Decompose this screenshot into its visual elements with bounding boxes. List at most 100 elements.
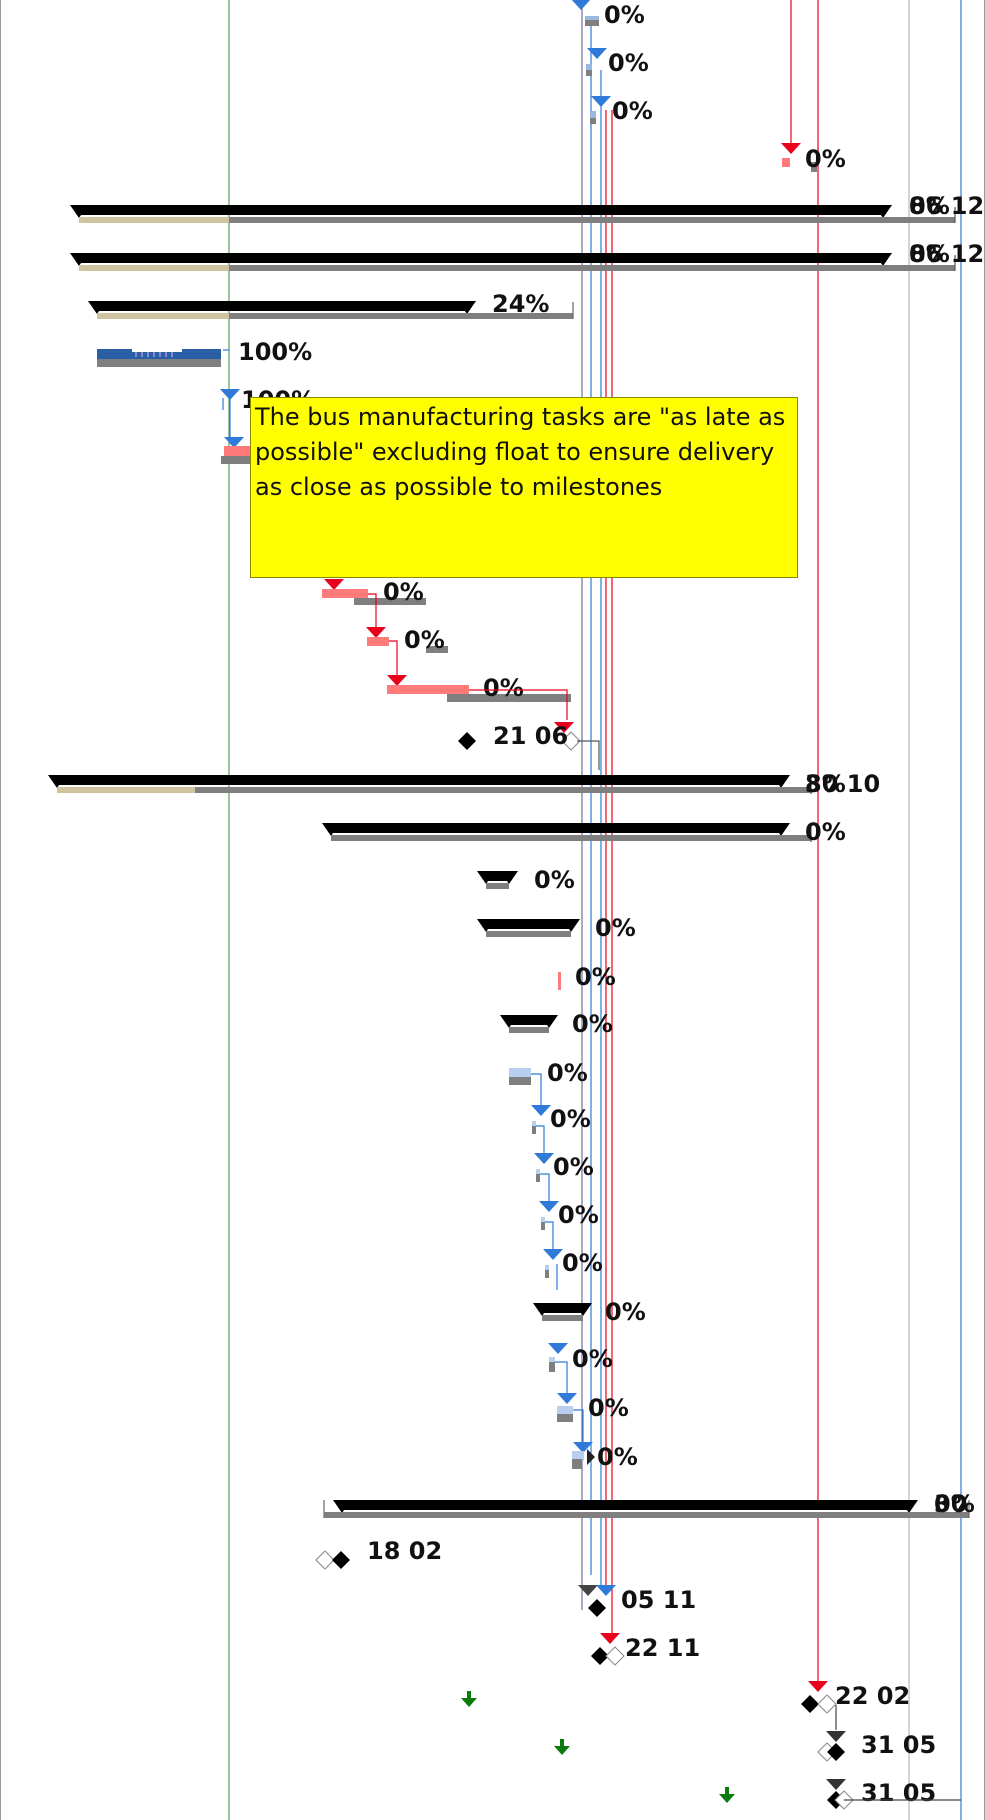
milestone-date-label-row33: 05 11 bbox=[621, 1586, 696, 1614]
link-arrow-row33-b bbox=[596, 1585, 616, 1596]
link-arrow-row28 bbox=[548, 1343, 568, 1354]
task-bar-row2 bbox=[590, 111, 596, 121]
baseline-row23 bbox=[532, 1126, 536, 1134]
summary-bar-row21-start-cap bbox=[500, 1015, 518, 1028]
link-arrow-row2 bbox=[591, 96, 611, 107]
task-progress-label-row14: 0% bbox=[483, 674, 524, 702]
milestone-date-label-row34: 22 11 bbox=[625, 1634, 700, 1662]
summary-bar-row31-end-cap bbox=[900, 1500, 918, 1513]
baseline-row29 bbox=[557, 1414, 573, 1422]
link-arrow-row25 bbox=[539, 1201, 559, 1212]
summary-progress-label-row5: 8% bbox=[909, 240, 950, 268]
deadline-arrow-2 bbox=[554, 1746, 570, 1755]
milestone-date-label-row37: 31 05 bbox=[861, 1779, 936, 1807]
link-arrow-row13 bbox=[366, 627, 386, 638]
summary-bar-row19-end-cap bbox=[562, 919, 580, 932]
summary-progress-row16 bbox=[57, 787, 195, 793]
deadline-arrow-stem-3 bbox=[725, 1787, 729, 1795]
milestone-row36 bbox=[827, 1743, 845, 1761]
baseline-row7 bbox=[97, 359, 221, 367]
baseline-row2 bbox=[590, 118, 596, 124]
summary-bar-row6-start-cap bbox=[88, 301, 106, 314]
link-arrow-row12 bbox=[324, 579, 344, 590]
milestone-baseline-row32 bbox=[315, 1550, 335, 1570]
summary-bar-row4-end-cap bbox=[874, 205, 892, 218]
milestone-date-label-row32: 18 02 bbox=[367, 1537, 442, 1565]
link-end-row30 bbox=[587, 1449, 595, 1465]
link-arrow-row23 bbox=[531, 1105, 551, 1116]
task-progress-label-row7: 100% bbox=[238, 338, 312, 366]
summary-bar-row5-start-cap bbox=[70, 253, 88, 266]
summary-progress-row5 bbox=[79, 265, 229, 271]
task-progress-label-row3: 0% bbox=[805, 145, 846, 173]
link-path-row24 bbox=[540, 1173, 550, 1201]
task-progress-label-row28: 0% bbox=[572, 1345, 613, 1373]
summary-bar-row27-end-cap bbox=[574, 1303, 592, 1316]
task-progress-label-row2: 0% bbox=[612, 97, 653, 125]
baseline-row12 bbox=[354, 598, 426, 605]
split-dash-row7-4 bbox=[159, 351, 161, 357]
link-arrow-row29 bbox=[557, 1393, 577, 1404]
link-path-row23 bbox=[536, 1125, 545, 1153]
summary-progress-label-row16: 8% bbox=[805, 770, 846, 798]
task-bar-row30 bbox=[572, 1451, 584, 1461]
task-progress-label-row13: 0% bbox=[404, 626, 445, 654]
link-path-row28 bbox=[555, 1361, 568, 1395]
summary-bar-row21-end-cap bbox=[540, 1015, 558, 1028]
baseline-row9 bbox=[221, 456, 252, 464]
task-progress-label-row22: 0% bbox=[547, 1059, 588, 1087]
summary-progress-label-row18: 0% bbox=[534, 866, 575, 894]
summary-date-label-row4: 06 12 bbox=[909, 192, 984, 220]
summary-baseline-row16 bbox=[195, 787, 811, 793]
summary-bar-row16-start-cap bbox=[48, 775, 66, 788]
callout-note-text: The bus manufacturing tasks are "as late… bbox=[255, 403, 786, 501]
link-arrow-row1 bbox=[587, 48, 607, 59]
task-bar-row1 bbox=[586, 64, 592, 74]
task-progress-label-row1: 0% bbox=[608, 49, 649, 77]
summary-bar-row6 bbox=[97, 301, 467, 311]
milestone-row32 bbox=[332, 1551, 350, 1569]
summary-progress-label-row6: 24% bbox=[492, 290, 549, 318]
summary-bar-row4-start-cap bbox=[70, 205, 88, 218]
split-dash-row7-1 bbox=[141, 351, 143, 357]
summary-baseline-row31 bbox=[324, 1512, 969, 1518]
summary-bar-row27 bbox=[542, 1303, 583, 1313]
baseline-row30 bbox=[572, 1459, 582, 1469]
summary-progress-label-row27: 0% bbox=[605, 1298, 646, 1326]
milestone-row15 bbox=[458, 732, 476, 750]
baseline-row0 bbox=[585, 20, 599, 26]
link-arrow-row9 bbox=[224, 437, 244, 448]
deadline-arrow-3 bbox=[719, 1794, 735, 1803]
milestone-row34 bbox=[591, 1647, 609, 1665]
critical-task-bar-row12 bbox=[322, 589, 368, 598]
link-arrow-row8 bbox=[220, 389, 240, 400]
summary-bar-row27-start-cap bbox=[533, 1303, 551, 1316]
link-arrow-row35 bbox=[808, 1681, 828, 1692]
link-arrow-row15 bbox=[554, 722, 574, 733]
task-bar-row29 bbox=[557, 1406, 573, 1416]
link-path-row29 bbox=[573, 1409, 584, 1442]
link-path-row22 bbox=[531, 1073, 542, 1106]
summary-bar-row6-end-cap bbox=[458, 301, 476, 314]
callout-note[interactable]: The bus manufacturing tasks are "as late… bbox=[250, 397, 798, 578]
link-arrow-row3 bbox=[781, 143, 801, 154]
link-arrow-row0 bbox=[571, 0, 591, 10]
summary-baseline-row27 bbox=[542, 1315, 583, 1321]
deadline-arrow-stem-2 bbox=[560, 1739, 564, 1747]
task-progress-label-row25: 0% bbox=[558, 1201, 599, 1229]
link-arrow-row36 bbox=[826, 1731, 846, 1742]
link-arrow-row24 bbox=[534, 1153, 554, 1164]
summary-progress-label-row4: 8% bbox=[909, 192, 950, 220]
link-path-row25 bbox=[545, 1221, 554, 1249]
link-arrow-row33-a bbox=[578, 1585, 598, 1596]
summary-date-label-row5: 06 12 bbox=[909, 240, 984, 268]
milestone-date-label-row36: 31 05 bbox=[861, 1731, 936, 1759]
summary-baseline-row5 bbox=[229, 265, 955, 271]
task-bar-row22 bbox=[509, 1068, 531, 1078]
summary-bar-row19 bbox=[486, 919, 571, 929]
baseline-row14 bbox=[447, 694, 571, 702]
milestone-row35 bbox=[801, 1695, 819, 1713]
task-progress-label-row0: 0% bbox=[604, 1, 645, 29]
